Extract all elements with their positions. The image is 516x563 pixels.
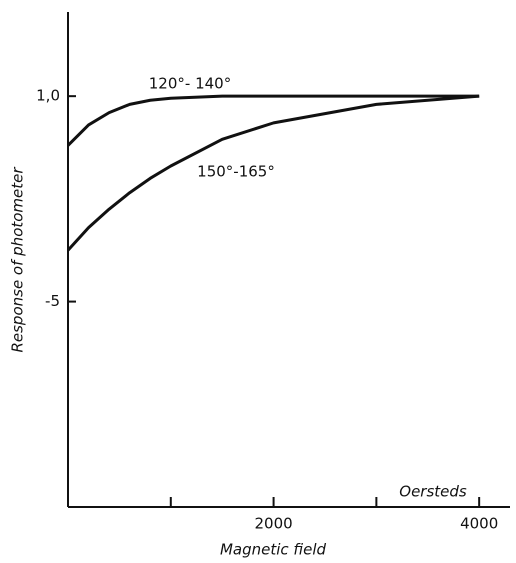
y-tick-label: -5 bbox=[45, 292, 60, 310]
series-label: 120°- 140° bbox=[149, 75, 231, 93]
x-axis-label: Magnetic field bbox=[220, 541, 327, 559]
series-label: 150°-165° bbox=[197, 163, 275, 181]
y-axis-label: Response of photometer bbox=[9, 167, 27, 353]
y-tick-label: 1,0 bbox=[36, 87, 60, 105]
x-tick-label: 4000 bbox=[460, 515, 498, 533]
annotation: Oersteds bbox=[399, 483, 467, 501]
curve bbox=[66, 94, 480, 252]
x-tick-label: 2000 bbox=[254, 515, 292, 533]
curve bbox=[66, 94, 480, 147]
